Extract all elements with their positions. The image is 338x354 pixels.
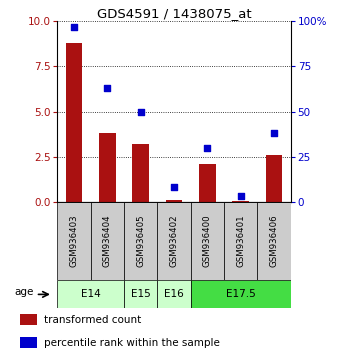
- Bar: [132, 144, 149, 202]
- Title: GDS4591 / 1438075_at: GDS4591 / 1438075_at: [97, 7, 251, 20]
- Text: percentile rank within the sample: percentile rank within the sample: [44, 338, 220, 348]
- Bar: [57, 202, 91, 280]
- Bar: [233, 201, 249, 202]
- Point: [105, 85, 110, 91]
- Bar: [124, 280, 158, 308]
- Bar: [266, 155, 282, 202]
- Bar: [99, 133, 116, 202]
- Text: E16: E16: [164, 289, 184, 299]
- Text: GSM936400: GSM936400: [203, 215, 212, 267]
- Text: E15: E15: [131, 289, 151, 299]
- Bar: [257, 202, 291, 280]
- Point: [171, 184, 177, 190]
- Bar: [191, 280, 291, 308]
- Bar: [224, 202, 257, 280]
- Bar: [199, 164, 216, 202]
- Point: [271, 130, 277, 136]
- Bar: [57, 280, 124, 308]
- Bar: [158, 202, 191, 280]
- Text: GSM936406: GSM936406: [269, 215, 279, 267]
- Text: GSM936401: GSM936401: [236, 215, 245, 267]
- Text: transformed count: transformed count: [44, 315, 141, 325]
- Text: E17.5: E17.5: [226, 289, 256, 299]
- Text: GSM936405: GSM936405: [136, 215, 145, 267]
- Bar: [91, 202, 124, 280]
- Text: E14: E14: [81, 289, 101, 299]
- Bar: [66, 43, 82, 202]
- Bar: [191, 202, 224, 280]
- Bar: [124, 202, 158, 280]
- Bar: [20, 337, 37, 348]
- Bar: [166, 200, 183, 202]
- Text: age: age: [14, 287, 34, 297]
- Text: GSM936404: GSM936404: [103, 215, 112, 267]
- Bar: [20, 314, 37, 325]
- Point: [71, 24, 77, 29]
- Point: [205, 145, 210, 150]
- Text: GSM936402: GSM936402: [170, 215, 178, 267]
- Point: [238, 194, 243, 199]
- Point: [138, 109, 143, 114]
- Text: GSM936403: GSM936403: [70, 215, 79, 267]
- Bar: [158, 280, 191, 308]
